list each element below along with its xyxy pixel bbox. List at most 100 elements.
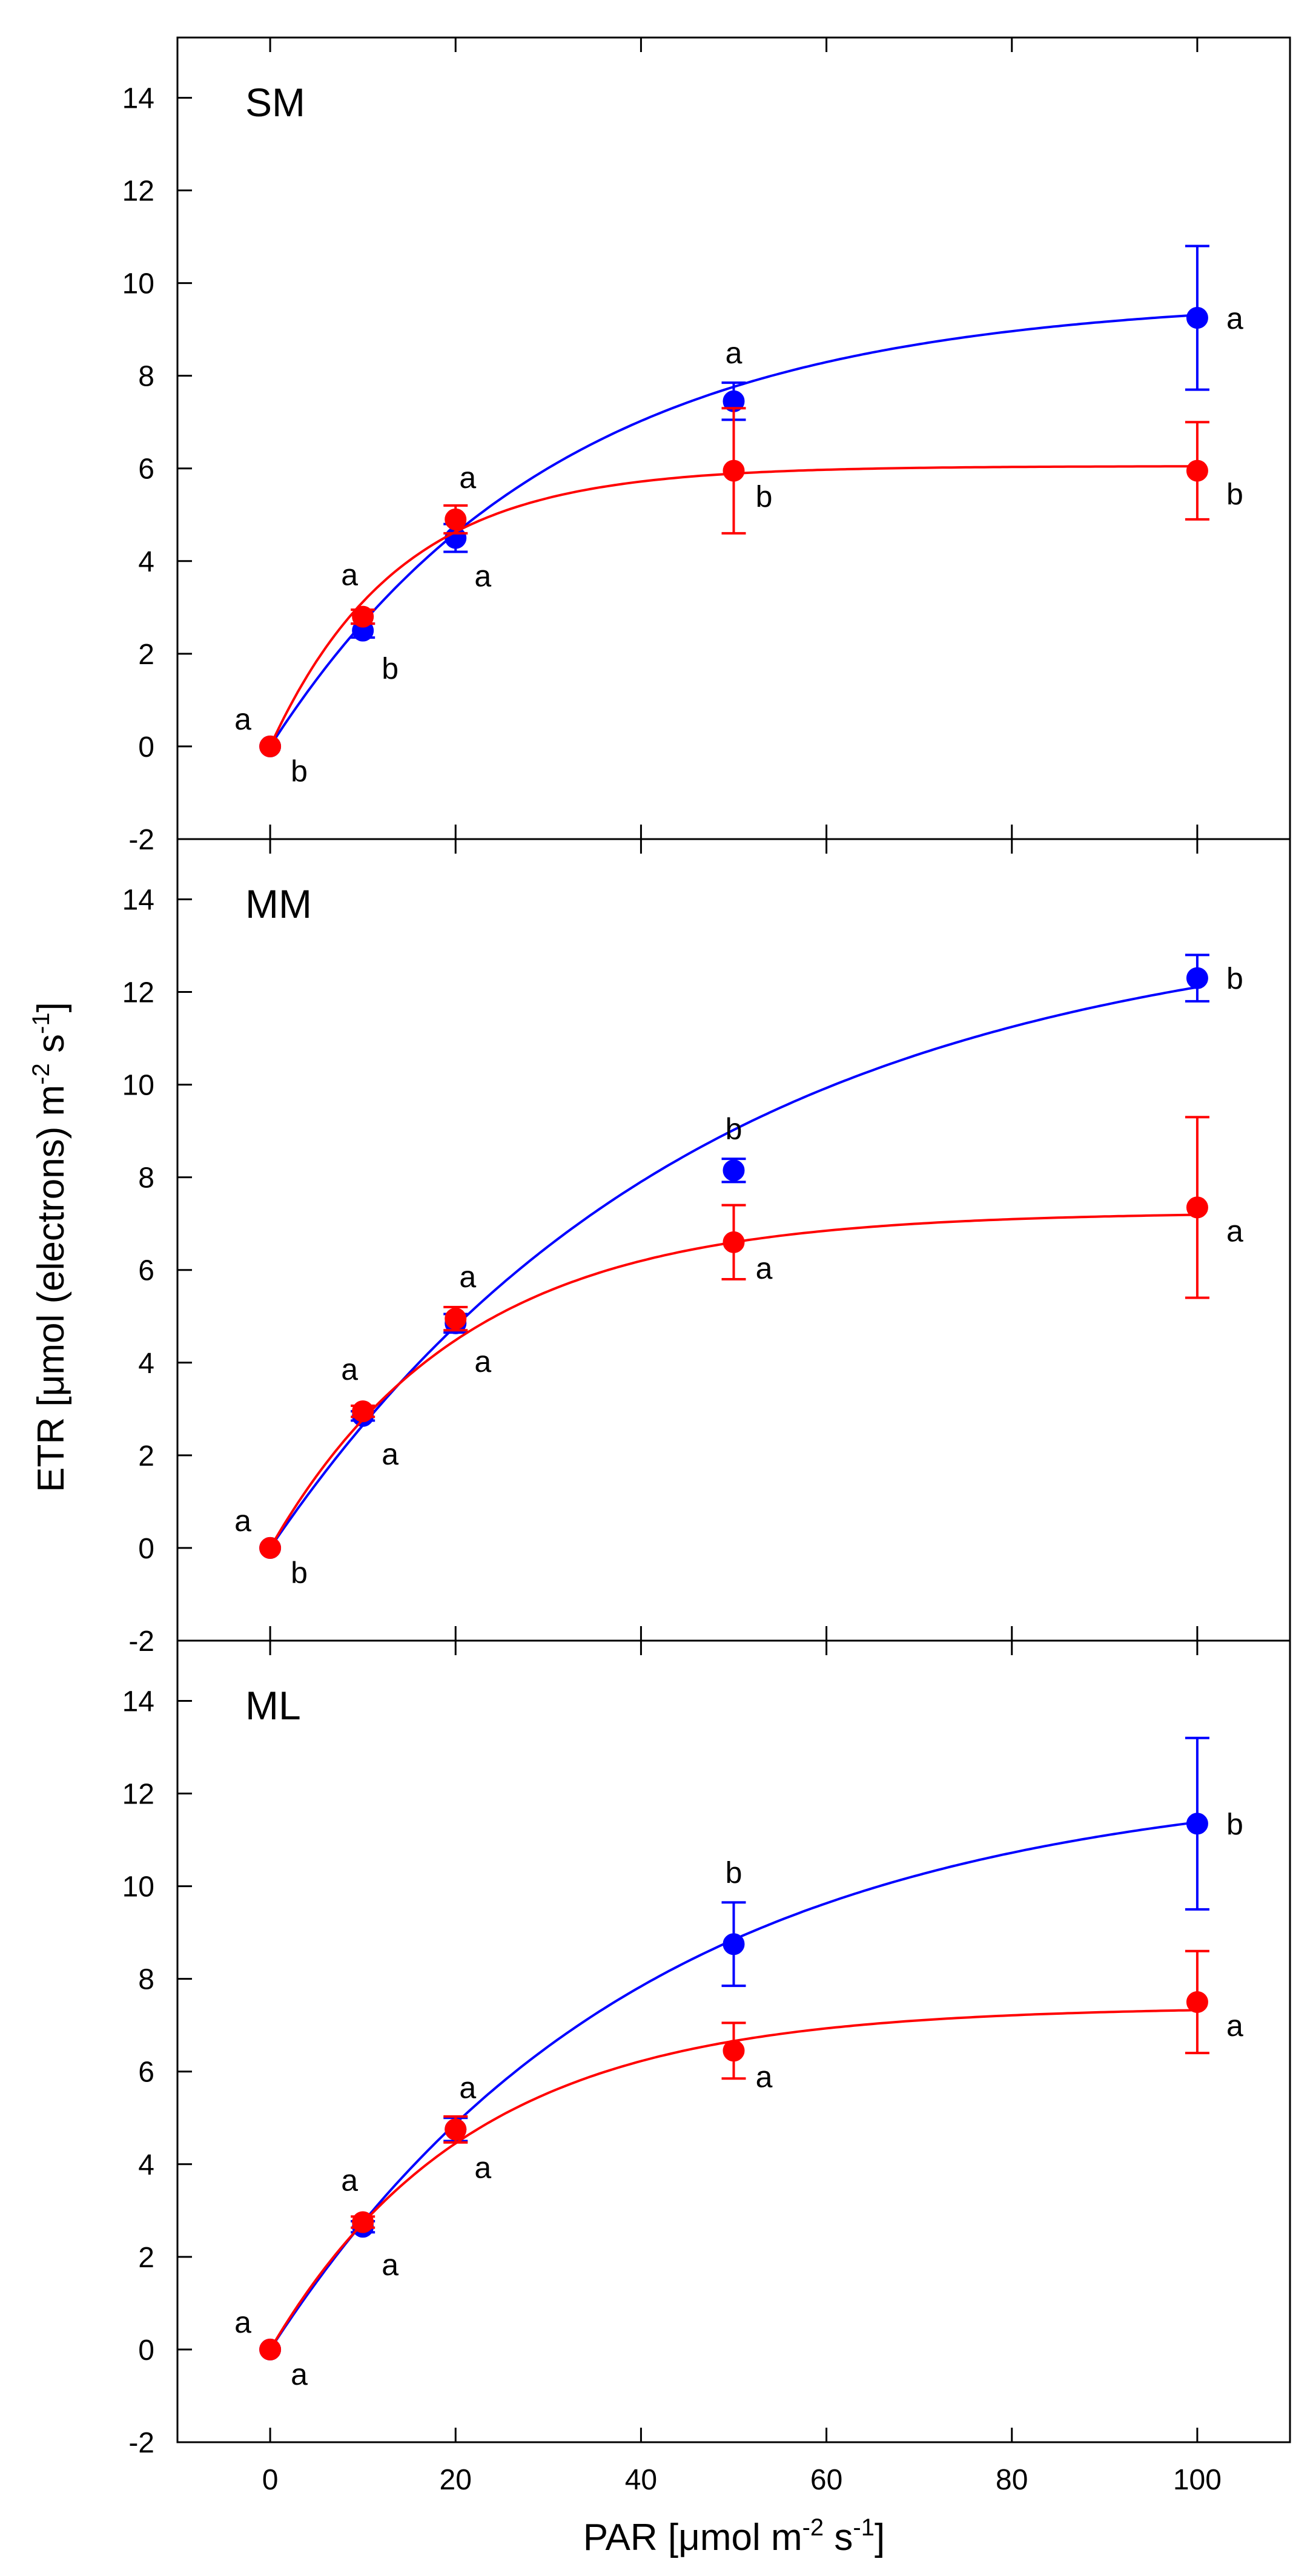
y-axis-title-part: ] [30,1002,72,1012]
significance-label: a [756,2060,773,2093]
y-tick-label: 6 [138,1255,154,1287]
fit-curve-MM-blue [269,986,1198,1549]
data-point-SM-blue [1186,307,1208,329]
y-tick-label: -2 [128,1626,154,1658]
significance-label: a [234,1504,251,1538]
x-axis-title-part: ] [875,2517,885,2558]
data-point-ML-blue [723,1933,745,1955]
significance-label: a [726,336,742,370]
data-point-ML-red [723,2040,745,2062]
significance-label: a [234,702,251,736]
significance-label: a [291,2357,308,2391]
panel-title-ML: ML [245,1683,301,1728]
y-tick-label: 4 [138,1348,154,1380]
y-tick-label: 8 [138,1162,154,1194]
significance-label: b [1226,962,1243,996]
significance-label: a [1226,2009,1243,2043]
data-point-MM-red [352,1400,374,1423]
significance-label: a [382,1437,399,1471]
y-axis-title-part: s [30,1034,72,1063]
significance-label: a [382,2248,399,2282]
y-axis-title-sup: -2 [28,1063,55,1085]
significance-label: a [1226,301,1243,335]
y-tick-label: -2 [128,2427,154,2459]
significance-label: a [341,558,358,592]
data-point-MM-red [1186,1196,1208,1219]
data-point-MM-blue [1186,967,1208,989]
significance-label: a [474,559,491,593]
significance-label: b [726,1856,742,1889]
data-point-ML-blue [1186,1813,1208,1835]
data-point-SM-red [259,735,282,757]
x-axis-title-part: s [824,2517,853,2558]
significance-label: a [474,1345,491,1379]
y-tick-label: 8 [138,361,154,393]
y-tick-label: 6 [138,2057,154,2089]
significance-label: b [291,754,308,788]
data-point-ML-red [259,2338,282,2360]
y-axis-title-sup: -1 [28,1012,55,1034]
significance-label: b [291,1556,308,1590]
y-axis-title-part: ETR [ [30,1396,72,1492]
y-tick-label: 4 [138,2149,154,2181]
x-tick-label: 60 [810,2464,842,2496]
x-tick-label: 100 [1173,2464,1222,2496]
y-tick-label: 4 [138,546,154,578]
x-axis-title-part: mol m [700,2517,802,2558]
y-tick-label: 12 [122,1779,154,1811]
y-tick-label: 10 [122,268,154,300]
x-tick-label: 40 [625,2464,657,2496]
significance-label: b [382,652,399,686]
y-axis-title-part: mol (electrons) m [30,1085,72,1375]
significance-label: a [341,2163,358,2197]
x-axis-title-mu: μ [678,2517,700,2558]
data-point-ML-red [1186,1991,1208,2013]
y-tick-label: 2 [138,639,154,671]
panel-frame-ML [176,1639,1291,2443]
y-tick-label: 14 [122,82,154,114]
y-tick-label: 12 [122,176,154,208]
data-point-MM-red [259,1537,282,1559]
y-axis-title: ETR [μmol (electrons) m-2 s-1] [28,1002,72,1492]
y-tick-label: 0 [138,1533,154,1565]
x-tick-label: 80 [996,2464,1028,2496]
x-tick-label: 0 [262,2464,279,2496]
y-tick-label: -2 [128,824,154,856]
data-point-ML-red [445,2118,467,2141]
y-tick-label: 12 [122,977,154,1009]
y-tick-label: 8 [138,1964,154,1996]
significance-label: a [459,1260,476,1294]
data-point-MM-red [445,1308,467,1330]
y-tick-label: 2 [138,2242,154,2274]
y-tick-label: 14 [122,1685,154,1718]
x-axis-title: PAR [μmol m-2 s-1] [583,2514,885,2558]
panel-title-SM: SM [245,80,305,125]
y-tick-label: 0 [138,2334,154,2367]
significance-label: b [1226,1807,1243,1841]
significance-label: a [341,1352,358,1386]
y-tick-label: 10 [122,1871,154,1903]
y-tick-label: 10 [122,1070,154,1102]
significance-label: a [474,2150,491,2184]
significance-label: b [1226,478,1243,512]
y-tick-label: 14 [122,884,154,916]
panel-title-MM: MM [245,881,312,926]
significance-label: a [234,2305,251,2339]
y-tick-label: 2 [138,1440,154,1472]
x-axis-title-part: PAR [ [583,2517,678,2558]
significance-label: a [459,2070,476,2104]
data-point-SM-red [723,460,745,482]
x-axis-title-sup: -1 [853,2514,875,2541]
y-tick-label: 6 [138,453,154,486]
data-point-SM-red [1186,460,1208,482]
data-point-ML-red [352,2211,374,2233]
significance-label: b [756,480,773,514]
y-tick-label: 0 [138,731,154,763]
data-point-MM-red [723,1231,745,1253]
data-point-MM-blue [723,1159,745,1182]
y-axis-title-mu: μ [30,1375,72,1397]
data-point-SM-red [352,605,374,628]
